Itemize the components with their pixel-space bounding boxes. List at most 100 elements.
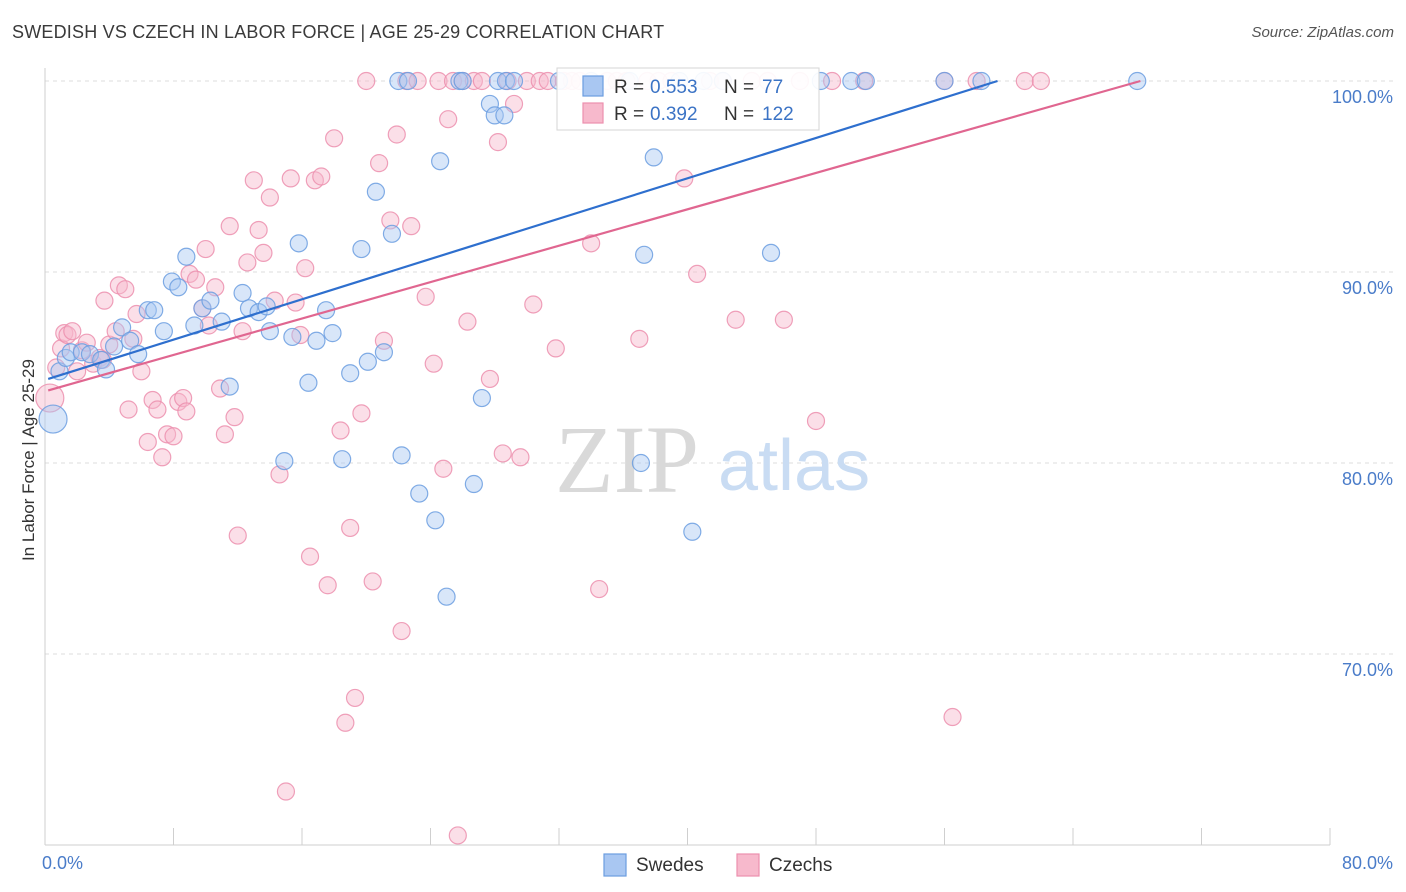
czechs-point [448, 826, 467, 845]
swedes-point [358, 352, 377, 371]
swedes-bottom-label: Swedes [636, 855, 704, 876]
czechs-bottom-swatch [736, 853, 760, 877]
czechs-point [546, 339, 565, 358]
trend-lines [47, 79, 1141, 392]
swedes-point [374, 343, 394, 362]
czechs-point [157, 425, 177, 444]
swedes-point [283, 327, 302, 347]
czechs-point [370, 154, 389, 173]
czechs-point [511, 448, 530, 467]
czechs-point [177, 402, 196, 421]
czechs-point [68, 362, 87, 381]
czechs-point [524, 295, 543, 314]
czechs-legend-r-label: R = [614, 104, 644, 125]
czechs-point [357, 71, 376, 91]
czechs-point [472, 71, 491, 91]
y-tick-label: 90.0% [1342, 278, 1393, 298]
czechs-point [127, 304, 146, 324]
czechs-point [148, 400, 167, 419]
czechs-point [116, 280, 135, 299]
swedes-point [453, 71, 472, 91]
czechs-point [174, 388, 193, 408]
czechs-legend-n-value: 122 [762, 104, 794, 125]
swedes-point [431, 152, 450, 171]
x-tick-label-min: 0.0% [42, 853, 83, 873]
czechs-point [688, 264, 707, 284]
swedes-point [112, 318, 132, 337]
swedes-point [80, 345, 100, 364]
swedes-point [56, 348, 75, 368]
watermark-zip: ZIP [555, 406, 699, 513]
czechs-point [260, 188, 279, 207]
czechs-point [434, 459, 453, 478]
czechs-point [774, 310, 793, 329]
swedes-point [480, 94, 500, 114]
czechs-point [331, 421, 350, 440]
swedes-point [398, 71, 418, 91]
swedes-trend-line [47, 79, 998, 381]
swedes-point [154, 322, 173, 341]
swedes-point [307, 331, 326, 350]
czechs-point [132, 362, 151, 381]
swedes-point [935, 71, 954, 91]
czechs-point [286, 293, 305, 312]
czechs-point [517, 71, 536, 91]
swedes-legend-r-value: 0.553 [650, 77, 698, 98]
swedes-point [352, 239, 371, 259]
y-tick-label: 80.0% [1342, 469, 1393, 489]
czechs-point [300, 547, 320, 566]
swedes-point [366, 182, 385, 201]
swedes-point [631, 453, 651, 473]
czechs-point [276, 782, 296, 801]
czechs-point [215, 425, 234, 444]
swedes-point [644, 148, 663, 167]
czechs-point [392, 621, 411, 641]
czechs-point [806, 411, 826, 431]
swedes-point [299, 373, 318, 392]
swedes-point [426, 511, 445, 530]
y-tick-label: 100.0% [1332, 87, 1393, 107]
czechs-legend-r-value: 0.392 [650, 104, 698, 125]
swedes-point [145, 301, 164, 320]
swedes-point [38, 404, 68, 434]
czechs-point [582, 234, 601, 253]
swedes-point [437, 587, 456, 606]
swedes-legend-swatch [582, 75, 604, 97]
swedes-point [389, 71, 408, 91]
czechs-point [119, 400, 138, 419]
watermark-atlas: atlas [718, 426, 870, 506]
czechs-point [206, 278, 225, 297]
czechs-point [95, 291, 114, 310]
czechs-point [943, 707, 962, 727]
swedes-point [323, 324, 342, 343]
chart-source: Source: ZipAtlas.com [1251, 24, 1394, 41]
swedes-point [333, 450, 352, 469]
czechs-point [336, 713, 355, 732]
czechs-point [402, 217, 421, 236]
y-tick-label: 70.0% [1342, 660, 1393, 680]
swedes-point [289, 234, 308, 253]
czechs-point [312, 167, 331, 186]
swedes-point [683, 522, 702, 541]
swedes-point [121, 331, 140, 350]
swedes-points [38, 71, 1147, 606]
swedes-point [275, 451, 294, 471]
czechs-legend-swatch [582, 102, 604, 124]
czechs-point [341, 518, 360, 538]
swedes-point [201, 291, 220, 310]
swedes-point [504, 71, 524, 91]
axes-layer: 70.0% 80.0% 90.0% 100.0% 0.0% 80.0% In Labor F… [19, 68, 1393, 873]
swedes-point [856, 71, 875, 91]
czechs-point [363, 572, 382, 591]
bottom-legend: Swedes Czechs [603, 853, 832, 877]
czechs-point [408, 71, 427, 91]
czechs-point [352, 404, 371, 423]
swedes-point [472, 388, 491, 408]
czechs-point [249, 220, 268, 240]
swedes-point [464, 474, 483, 494]
czechs-point [424, 354, 443, 373]
czechs-point [281, 169, 300, 188]
swedes-point [341, 364, 360, 383]
czechs-point [153, 448, 172, 467]
